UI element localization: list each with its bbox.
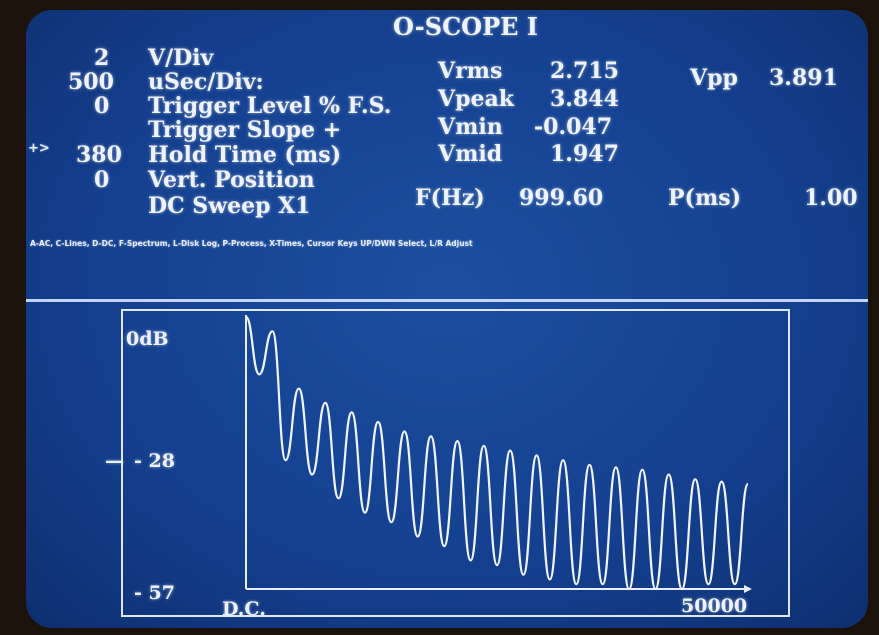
vmid-label: Vmid — [438, 141, 503, 167]
screen-title: O-SCOPE I — [393, 12, 539, 41]
period-value: 1.00 — [804, 185, 858, 211]
setting-label-trigger-slope[interactable]: Trigger Slope + — [148, 117, 342, 143]
spectrum-plot-frame — [121, 309, 790, 617]
spectrum-trace — [244, 315, 750, 591]
selection-cursor: +> — [28, 141, 50, 156]
panel-divider — [26, 299, 868, 302]
setting-value-trigger-level[interactable]: 0 — [94, 93, 110, 119]
vpp-value: 3.891 — [769, 65, 838, 91]
vrms-label: Vrms — [438, 58, 503, 84]
crt-screen: O-SCOPE I 2 V/Div 500 uSec/Div: 0 Trigge… — [26, 10, 868, 628]
setting-value-hold-time[interactable]: 380 — [76, 142, 122, 168]
x-label-right: 50000 — [681, 595, 748, 617]
vpp-label: Vpp — [690, 65, 738, 91]
vpeak-label: Vpeak — [438, 86, 514, 112]
vmin-value: -0.047 — [534, 114, 613, 140]
vrms-value: 2.715 — [550, 58, 619, 84]
vmin-label: Vmin — [438, 114, 503, 140]
key-help-line: A-AC, C-Lines, D-DC, F-Spectrum, L-Disk … — [30, 239, 473, 248]
setting-value-vert-position[interactable]: 0 — [94, 167, 110, 193]
y-label-mid: - 28 — [134, 450, 175, 472]
x-axis-arrow — [744, 585, 752, 593]
setting-label-vdiv: V/Div — [148, 45, 214, 71]
y-label-bottom: - 57 — [134, 582, 175, 604]
setting-label-sweep[interactable]: DC Sweep X1 — [148, 193, 311, 219]
period-label: P(ms) — [668, 185, 742, 211]
freq-label: F(Hz) — [415, 185, 485, 211]
vmid-value: 1.947 — [550, 141, 619, 167]
x-label-left: D.C. — [222, 598, 266, 620]
setting-label-hold-time: Hold Time (ms) — [148, 142, 342, 168]
y-label-top: 0dB — [126, 328, 169, 350]
vpeak-value: 3.844 — [550, 86, 619, 112]
setting-value-usecdiv[interactable]: 500 — [68, 69, 114, 95]
spectrum-plot — [244, 315, 752, 593]
y-tick-marker: — — [105, 450, 124, 472]
setting-label-vert-position: Vert. Position — [148, 167, 315, 193]
setting-label-trigger-level: Trigger Level % F.S. — [148, 93, 392, 119]
setting-label-usecdiv: uSec/Div: — [148, 69, 264, 95]
freq-value: 999.60 — [519, 185, 604, 211]
setting-value-vdiv[interactable]: 2 — [94, 45, 110, 71]
